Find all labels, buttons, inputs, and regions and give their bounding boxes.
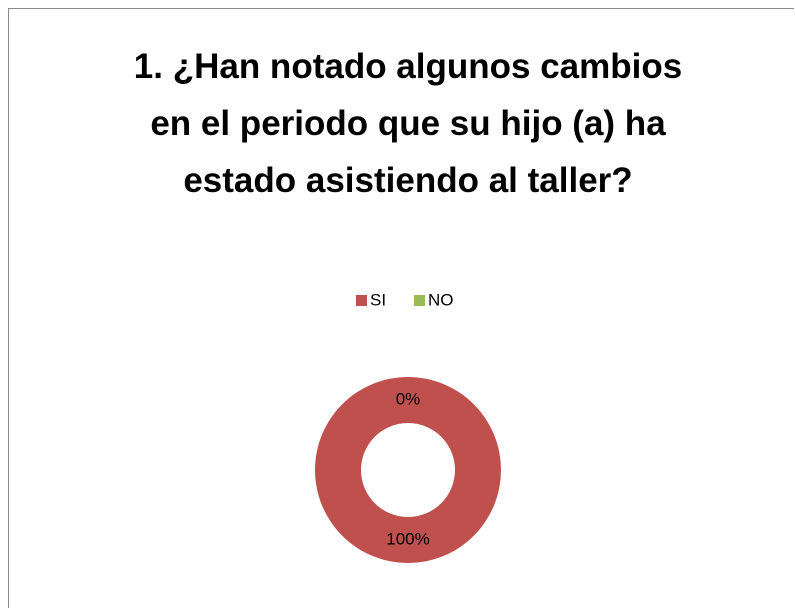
- chart-frame: [8, 8, 794, 608]
- data-label: 0%: [396, 389, 421, 408]
- legend-swatch: [414, 295, 425, 306]
- chart-title: 1. ¿Han notado algunos cambios en el per…: [133, 47, 683, 200]
- legend-swatch: [356, 295, 367, 306]
- legend-label: NO: [428, 290, 454, 309]
- legend-label: SI: [370, 290, 386, 309]
- donut-slice: [315, 377, 501, 563]
- data-label: 100%: [386, 529, 429, 548]
